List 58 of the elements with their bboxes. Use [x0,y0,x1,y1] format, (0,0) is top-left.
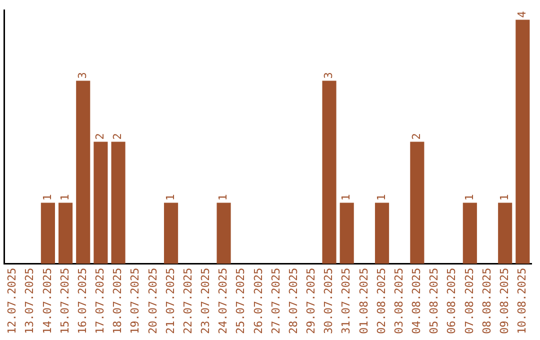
bar [40,202,55,264]
data-label: 1 [164,194,177,201]
bar [76,80,90,264]
data-label: 1 [374,194,388,201]
x-tick-label: 07.08.2025 [462,268,476,334]
x-tick-label: 20.07.2025 [146,268,160,334]
data-label: 1 [340,194,353,201]
x-tick-label: 04.08.2025 [410,268,424,334]
bar [111,142,126,264]
bar [94,142,108,264]
data-label: 2 [111,133,124,140]
bar [340,202,354,264]
data-label: 1 [216,194,230,201]
x-tick-label: 14.07.2025 [40,268,54,334]
x-tick-label: 29.07.2025 [304,268,318,334]
x-tick-label: 22.07.2025 [181,268,194,334]
x-tick-label: 27.07.2025 [269,268,282,334]
data-label: 1 [40,194,54,201]
x-tick-label: 30.07.2025 [322,268,336,334]
data-label: 4 [516,10,529,18]
bar [516,20,530,264]
data-label: 2 [410,133,424,140]
x-tick-label: 08.08.2025 [480,268,494,334]
data-label: 3 [76,72,89,79]
x-tick-label: 01.08.2025 [357,268,370,334]
x-tick-label: 09.08.2025 [498,268,511,334]
x-tick-label: 06.08.2025 [445,268,458,334]
x-tick-label: 18.07.2025 [111,268,124,334]
bar [462,202,477,264]
bar [58,202,73,264]
x-tick-label: 31.07.2025 [340,268,353,334]
x-tick-label: 17.07.2025 [94,268,107,334]
x-tick-label: 12.07.2025 [6,268,19,334]
data-label: 2 [94,133,107,140]
data-label: 1 [462,194,476,201]
bar [164,202,178,264]
bar [498,202,512,264]
x-tick-label: 21.07.2025 [164,268,177,334]
x-tick-label: 16.07.2025 [76,268,89,334]
bar [410,142,424,264]
data-label: 3 [322,72,336,79]
x-tick-label: 19.07.2025 [128,268,142,334]
bar [322,80,336,264]
x-tick-label: 03.08.2025 [392,268,406,334]
x-tick-label: 26.07.2025 [252,268,265,334]
x-tick-label: 05.08.2025 [428,268,441,334]
bar [216,202,231,264]
x-tick-label: 15.07.2025 [58,268,72,334]
x-tick-label: 24.07.2025 [216,268,230,334]
x-tick-label: 28.07.2025 [286,268,300,334]
bar [374,202,390,264]
x-tick-label: 13.07.2025 [23,268,36,334]
x-tick-label: 23.07.2025 [199,268,212,334]
data-label: 1 [498,194,511,201]
x-tick-label: 10.08.2025 [516,268,529,334]
data-label: 1 [58,194,72,201]
x-tick-label: 25.07.2025 [234,268,248,334]
x-tick-label: 02.08.2025 [374,268,388,334]
